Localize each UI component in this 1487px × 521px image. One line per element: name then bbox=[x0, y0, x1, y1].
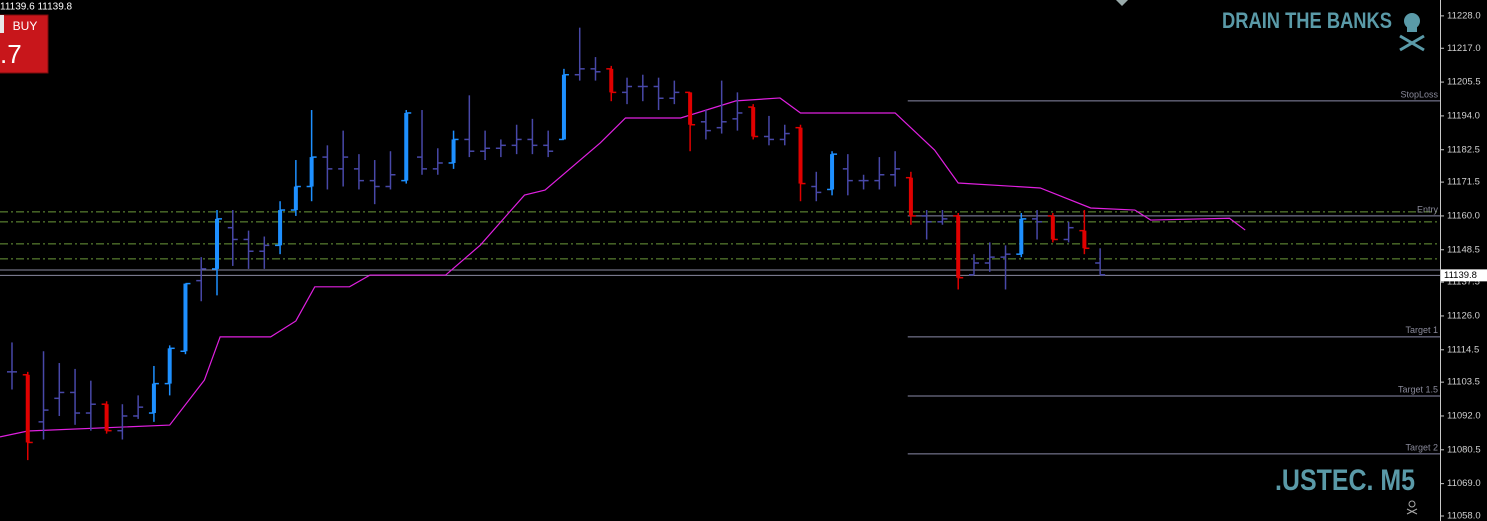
bar-body bbox=[609, 68, 614, 93]
symbol-label: .USTEC. M5 bbox=[1275, 464, 1415, 497]
y-tick-label: 11171.5 bbox=[1447, 177, 1480, 188]
y-tick-label: 11217.0 bbox=[1447, 43, 1481, 54]
buy-price[interactable]: .7 bbox=[0, 39, 22, 69]
button-edge bbox=[0, 15, 4, 33]
skull-icon bbox=[1399, 13, 1425, 52]
bar-body bbox=[183, 283, 188, 352]
bar-body bbox=[293, 186, 298, 211]
y-tick-label: 11228.0 bbox=[1447, 10, 1481, 21]
bar-body bbox=[104, 404, 109, 431]
bar-body bbox=[25, 374, 30, 443]
bar-body bbox=[798, 127, 803, 184]
trail-line bbox=[0, 97, 1246, 438]
y-tick-label: 11080.5 bbox=[1447, 444, 1481, 455]
bar-body bbox=[751, 107, 756, 137]
level-label: Target 1 bbox=[1405, 325, 1438, 335]
y-tick-label: 11126.0 bbox=[1447, 310, 1480, 321]
small-skull bbox=[1406, 500, 1418, 515]
bar-body bbox=[688, 92, 693, 125]
bar-body bbox=[908, 177, 913, 216]
quote-text: 11139.6 11139.8 bbox=[0, 2, 73, 13]
y-tick-label: 11092.0 bbox=[1447, 410, 1481, 421]
bar-body bbox=[309, 157, 314, 187]
y-tick-label: 11137.5 bbox=[1447, 277, 1480, 288]
bar-body bbox=[561, 74, 566, 140]
y-tick-label: 11205.5 bbox=[1447, 77, 1481, 88]
bar-body bbox=[830, 154, 835, 190]
bar-body bbox=[151, 383, 156, 414]
bar-body bbox=[1050, 215, 1055, 240]
brand-title: DRAIN THE BANKS bbox=[1222, 8, 1392, 33]
bar-body bbox=[956, 215, 961, 278]
buy-label[interactable]: BUY bbox=[13, 19, 38, 33]
bar-body bbox=[404, 112, 409, 181]
buy-button[interactable] bbox=[0, 14, 49, 74]
bar-body bbox=[278, 210, 283, 246]
bar-body bbox=[1019, 218, 1024, 255]
y-tick-label: 11058.0 bbox=[1447, 511, 1481, 521]
price-tag-label: 11139.8 bbox=[1444, 270, 1477, 281]
level-label: StopLoss bbox=[1400, 89, 1438, 99]
level-label: Target 2 bbox=[1405, 442, 1438, 452]
level-label: Entry bbox=[1417, 204, 1439, 214]
y-tick-label: 11182.5 bbox=[1447, 144, 1480, 155]
y-tick-label: 11148.5 bbox=[1447, 244, 1480, 255]
bar-body bbox=[1082, 230, 1087, 249]
bar-body bbox=[215, 218, 220, 269]
bar-body bbox=[451, 139, 456, 163]
level-label: Target 1.5 bbox=[1398, 384, 1438, 394]
y-tick-label: 11114.5 bbox=[1447, 344, 1479, 355]
y-tick-label: 11103.5 bbox=[1447, 377, 1480, 388]
price-tag bbox=[1441, 269, 1487, 282]
y-tick-label: 11160.0 bbox=[1447, 210, 1480, 221]
shift-marker bbox=[1116, 0, 1128, 6]
y-tick-label: 11194.0 bbox=[1447, 110, 1480, 121]
bar-body bbox=[167, 348, 172, 384]
y-tick-label: 11069.0 bbox=[1447, 478, 1481, 489]
